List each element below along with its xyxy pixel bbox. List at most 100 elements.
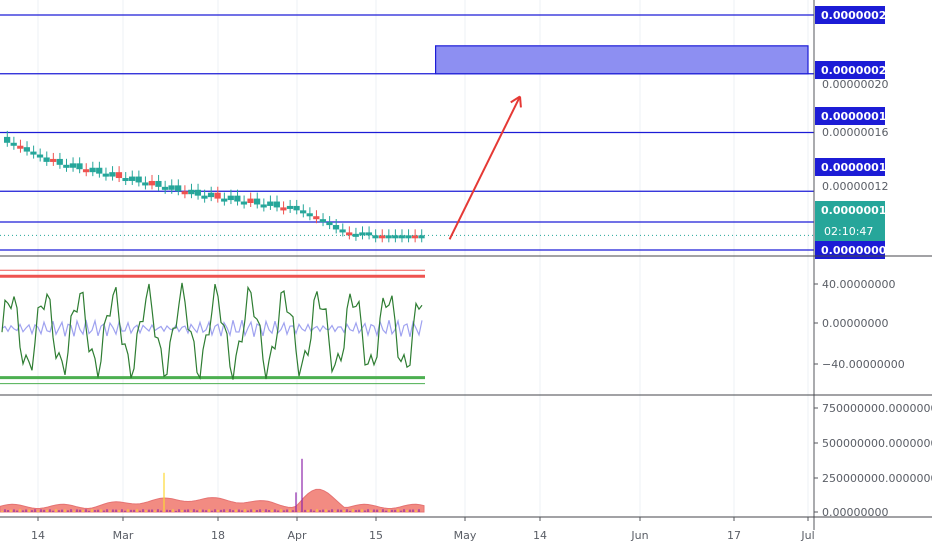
time-tick-label: 15 bbox=[369, 529, 383, 542]
level-price-label: 0.00000017 bbox=[821, 110, 894, 123]
time-tick-label: Apr bbox=[287, 529, 307, 542]
candle-body bbox=[175, 185, 182, 192]
volume-tick-label: 250000000.00000000 bbox=[822, 472, 932, 485]
candle-body bbox=[267, 201, 274, 206]
level-price-label: 0.00000013 bbox=[821, 161, 894, 174]
time-tick-label: 14 bbox=[533, 529, 547, 542]
candle-body bbox=[332, 225, 340, 230]
candle-body bbox=[168, 185, 175, 190]
candle-body bbox=[378, 235, 386, 239]
candle-body bbox=[148, 180, 155, 186]
candle-body bbox=[161, 186, 169, 190]
candle-body bbox=[234, 195, 241, 202]
candle-body bbox=[260, 204, 267, 208]
candle-body bbox=[36, 154, 44, 158]
candle-body bbox=[188, 189, 195, 195]
projection-arrow-head bbox=[519, 96, 522, 108]
candle-body bbox=[392, 235, 399, 239]
candle-body bbox=[319, 219, 326, 223]
candle-body bbox=[142, 182, 149, 186]
candle-body bbox=[398, 235, 405, 239]
osc-tick-label: −40.00000000 bbox=[822, 358, 905, 371]
level-price-tag bbox=[815, 241, 885, 259]
axes: 0.00000020 0.00000016 0.00000012 0.00000025… bbox=[0, 0, 932, 542]
candle-body bbox=[30, 151, 37, 155]
candle-body bbox=[207, 192, 215, 198]
last-price-label: 0.00000010 bbox=[821, 204, 894, 217]
time-tick-label: 18 bbox=[211, 529, 225, 542]
osc-tick-label: 40.00000000 bbox=[822, 278, 895, 291]
candle-body bbox=[385, 235, 392, 239]
candle-body bbox=[89, 167, 96, 173]
candle-body bbox=[273, 201, 280, 208]
candle-body bbox=[17, 145, 24, 149]
candle-body bbox=[128, 176, 136, 181]
candle-body bbox=[286, 205, 294, 209]
candle-body bbox=[56, 158, 63, 165]
candle-body bbox=[313, 216, 320, 220]
candle-body bbox=[352, 233, 359, 237]
volume-tick-label: 750000000.00000000 bbox=[822, 402, 932, 415]
last-price-tag bbox=[815, 201, 885, 241]
candle-body bbox=[240, 201, 248, 205]
candle-body bbox=[109, 172, 116, 177]
candle-body bbox=[365, 232, 373, 236]
candle-body bbox=[247, 198, 254, 203]
candle-body bbox=[418, 235, 425, 239]
candle-body bbox=[194, 189, 202, 196]
level-price-tag bbox=[815, 158, 885, 176]
projection-arrow-line bbox=[448, 95, 521, 240]
candle-body bbox=[50, 158, 57, 162]
time-tick-label: 17 bbox=[727, 529, 741, 542]
time-tick-label: Jul bbox=[800, 529, 814, 542]
candle-body bbox=[69, 163, 77, 168]
volume-area bbox=[0, 488, 425, 513]
candle-body bbox=[23, 147, 30, 152]
candle-body bbox=[201, 195, 208, 199]
candle-body bbox=[76, 163, 83, 170]
candle-body bbox=[4, 136, 11, 143]
time-tick-label: Mar bbox=[113, 529, 134, 542]
candle-body bbox=[63, 164, 70, 168]
candle-body bbox=[372, 235, 379, 239]
candle-body bbox=[115, 172, 123, 179]
oscillator-secondary-line bbox=[1, 318, 423, 338]
level-price-tag bbox=[815, 6, 885, 24]
time-tick-label: May bbox=[454, 529, 477, 542]
candle-body bbox=[339, 229, 346, 233]
candle-body bbox=[43, 157, 50, 162]
candle-body bbox=[155, 180, 162, 187]
candle-body bbox=[326, 222, 333, 226]
candle-body bbox=[346, 232, 353, 236]
time-tick-label: Jun bbox=[630, 529, 648, 542]
candle-body bbox=[10, 142, 17, 146]
candle-body bbox=[300, 210, 307, 214]
level-price-tag bbox=[815, 107, 885, 125]
candle-body bbox=[227, 195, 234, 201]
candle-body bbox=[411, 235, 419, 239]
candle-body bbox=[135, 176, 142, 183]
candle-body bbox=[214, 192, 221, 199]
candle-body bbox=[359, 232, 366, 236]
level-price-label: 0.00000021 bbox=[821, 64, 894, 77]
countdown-label: 02:10:47 bbox=[824, 225, 873, 238]
candle-body bbox=[280, 207, 287, 211]
volume-pane bbox=[0, 458, 425, 513]
projection-arrow-head bbox=[510, 95, 521, 104]
candle-body bbox=[96, 167, 103, 174]
price-tick-label: 0.00000016 bbox=[822, 126, 888, 139]
candle-body bbox=[221, 198, 228, 202]
target-zone-box bbox=[435, 45, 809, 75]
time-tick-label: 14 bbox=[31, 529, 45, 542]
candle-body bbox=[82, 169, 90, 173]
candle-body bbox=[253, 198, 261, 205]
grid-lines bbox=[37, 0, 809, 517]
volume-tick-label: 0.00000000 bbox=[822, 506, 888, 519]
candle-body bbox=[102, 173, 109, 177]
volume-tick-label: 500000000.00000000 bbox=[822, 437, 932, 450]
candle-body bbox=[122, 178, 129, 182]
level-price-tag bbox=[815, 61, 885, 79]
price-pane bbox=[0, 14, 814, 251]
